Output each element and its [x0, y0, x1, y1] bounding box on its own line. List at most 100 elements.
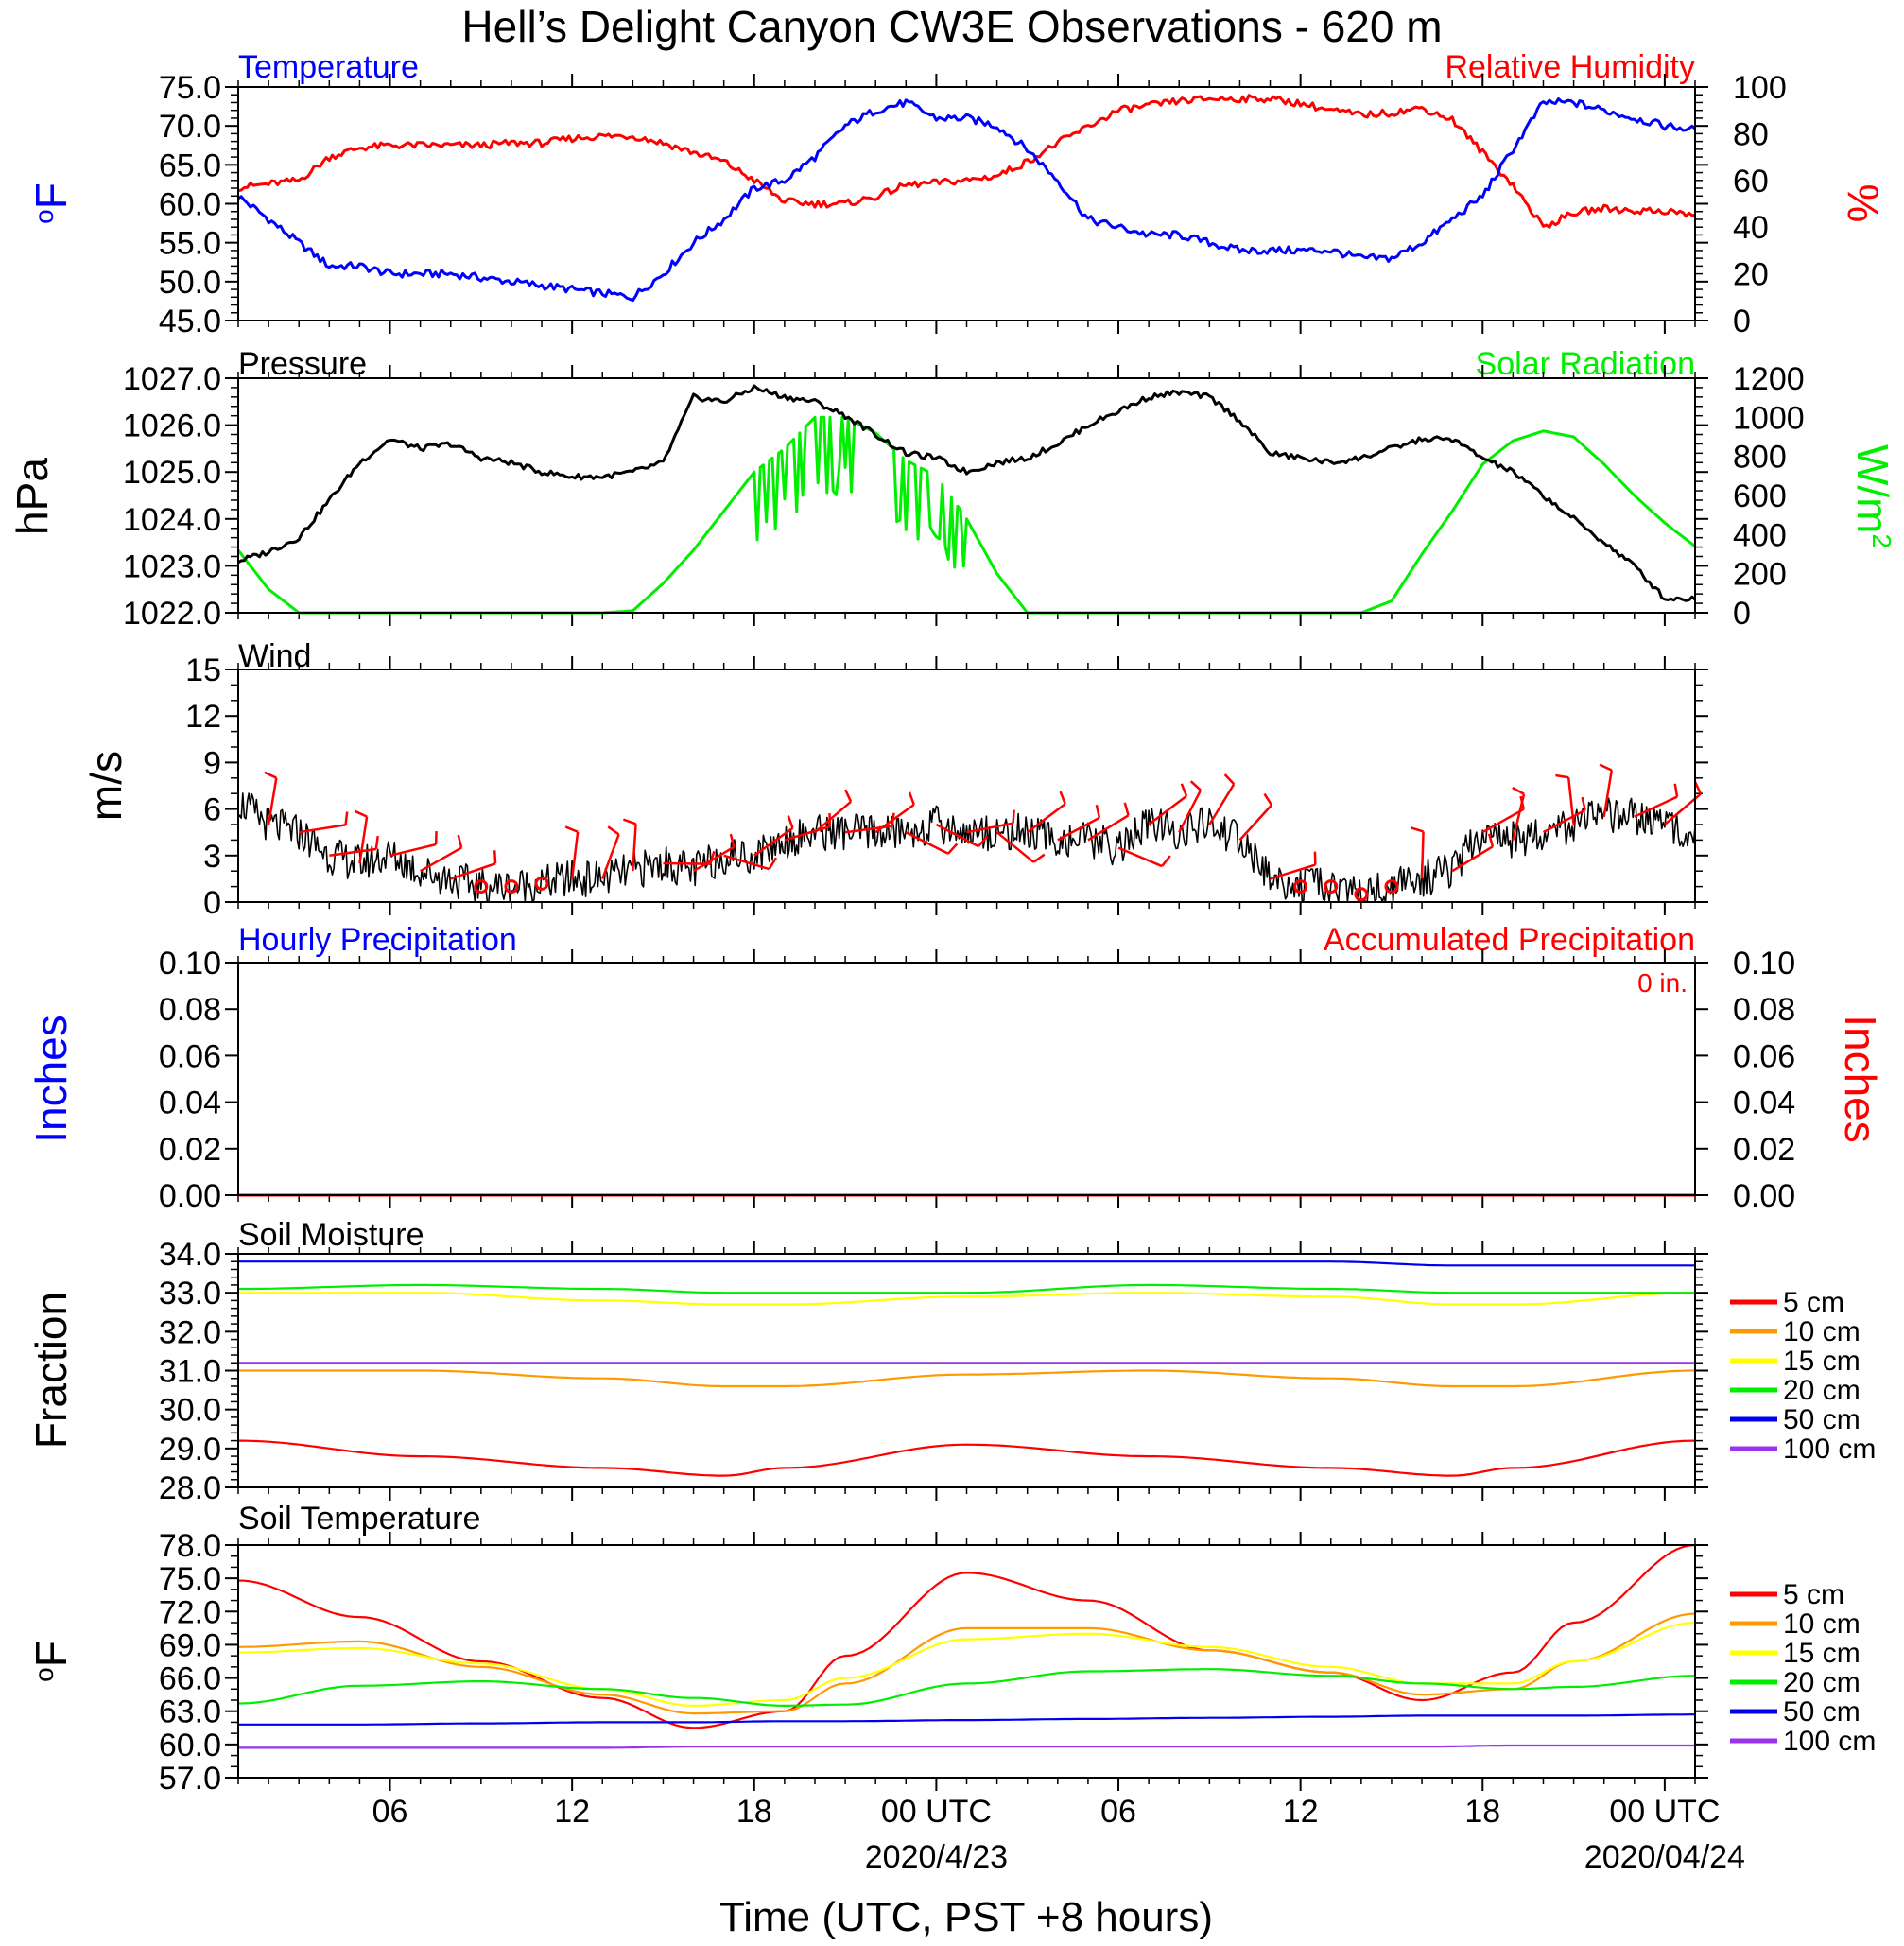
wind-grid — [225, 656, 1708, 915]
wind-barb-flag — [374, 835, 379, 850]
wind-barb-flag — [1693, 781, 1703, 795]
wind-barb-staff — [358, 816, 369, 864]
temp-series — [237, 94, 1697, 303]
humidity-right-ylabel: % — [1839, 184, 1888, 223]
left-tick-label: 69.0 — [159, 1627, 221, 1663]
soil-series-15cm — [238, 1621, 1696, 1708]
left-tick-label: 28.0 — [159, 1470, 221, 1506]
wind-barb-staff — [1451, 845, 1494, 873]
wind-barb-flag — [493, 850, 497, 864]
wind-barb-flag — [946, 843, 959, 855]
x-tick-label: 18 — [736, 1794, 772, 1830]
legend-label: 15 cm — [1783, 1638, 1861, 1669]
legend-label: 100 cm — [1783, 1433, 1876, 1465]
left-tick-label: 12 — [185, 699, 221, 735]
calm-circle — [1384, 879, 1399, 895]
left-tick-label: 6 — [203, 792, 221, 828]
calm-circle — [1324, 879, 1339, 895]
wind-barb-flag — [1059, 791, 1066, 805]
panel-precip: Hourly Precipitation Accumulated Precipi… — [26, 922, 1885, 1214]
solar-ylabel: W/m2 — [1848, 444, 1897, 548]
left-tick-label: 34.0 — [159, 1237, 221, 1273]
left-tick-label: 60.0 — [159, 1728, 221, 1764]
wind-barb-staff — [905, 831, 949, 855]
pressure-left-ticks: 1027.0 1026.0 1025.0 1024.0 1023.0 1022.0 — [123, 361, 221, 632]
soil-series-10cm — [238, 1369, 1695, 1388]
left-tick-label: 45.0 — [159, 304, 221, 339]
left-tick-label: 0.08 — [159, 992, 221, 1028]
calm-circle — [504, 879, 519, 895]
left-tick-label: 1027.0 — [123, 361, 221, 397]
wind-barb-staff — [1566, 777, 1575, 825]
pressure-line — [237, 384, 1697, 602]
calm-circle — [474, 879, 489, 895]
left-tick-label: 0.00 — [159, 1178, 221, 1214]
left-tick-label: 1024.0 — [123, 502, 221, 538]
left-tick-label: 70.0 — [159, 109, 221, 145]
wind-barb-flag — [1223, 773, 1236, 786]
right-tick-label: 800 — [1733, 440, 1787, 476]
right-tick-label: 0.10 — [1733, 946, 1795, 982]
right-tick-label: 80 — [1733, 116, 1769, 152]
left-tick-label: 0.04 — [159, 1086, 221, 1121]
wind-barb-flag — [1095, 804, 1101, 819]
soil-series-50cm — [238, 1260, 1695, 1267]
legend-label: 15 cm — [1783, 1346, 1861, 1377]
right-tick-label: 200 — [1733, 557, 1787, 593]
panel-pressure-solar: Pressure Solar Radiation 1027.01026.0102… — [8, 346, 1897, 632]
wind-frame — [237, 669, 1696, 903]
wind-barb-flag — [622, 818, 637, 825]
wind-barb-flag — [1189, 780, 1202, 791]
wind-barb-flag — [1180, 783, 1188, 797]
wind-barb-staff — [663, 861, 711, 865]
right-tick-label: 0.08 — [1733, 992, 1795, 1028]
wind-barb-flag — [607, 825, 620, 836]
left-tick-label: 32.0 — [159, 1314, 221, 1350]
right-tick-label: 0.04 — [1733, 1086, 1795, 1121]
soil-series-50cm — [238, 1713, 1695, 1726]
x-axis-label: Time (UTC, PST +8 hours) — [719, 1894, 1213, 1940]
wind-barb-staff — [874, 803, 915, 834]
legend-label: 50 cm — [1783, 1404, 1861, 1435]
wind-barb-staff — [1634, 795, 1678, 818]
legend-label: 100 cm — [1783, 1726, 1876, 1757]
legend-label: 5 cm — [1783, 1287, 1844, 1318]
chart-title: Hell’s Delight Canyon CW3E Observations … — [461, 2, 1442, 51]
precip-left-ylabel: Inches — [26, 1015, 76, 1143]
wind-barb-flag — [1673, 783, 1679, 797]
soil-moisture-ylabel: Fraction — [26, 1292, 76, 1449]
soil-temp-ylabel: oF — [26, 1641, 76, 1682]
degree-symbol: o — [29, 1667, 59, 1682]
left-tick-label: 1022.0 — [123, 596, 221, 632]
wind-barb-staff — [1148, 794, 1187, 825]
panel-soil-temp: Soil Temperature 78.075.072.069.066.063.… — [26, 1501, 1876, 1797]
accum-precip-title: Accumulated Precipitation — [1324, 922, 1695, 958]
left-tick-label: 65.0 — [159, 148, 221, 183]
wind-barb-staff — [814, 800, 852, 834]
solar-title: Solar Radiation — [1476, 346, 1695, 382]
legend-label: 5 cm — [1783, 1579, 1844, 1610]
legend-label: 20 cm — [1783, 1375, 1861, 1406]
wind-barb-flag — [1410, 826, 1424, 833]
right-tick-label: 100 — [1733, 70, 1787, 106]
solar-unit: W/m — [1848, 444, 1897, 534]
wind-ylabel: m/s — [81, 751, 130, 821]
legend-label: 10 cm — [1783, 1608, 1861, 1640]
left-tick-label: 0.02 — [159, 1132, 221, 1168]
x-tick-label: 12 — [1283, 1794, 1319, 1830]
wind-barb-flag — [1581, 796, 1586, 811]
x-tick-labels: 06 12 18 00 UTC 2020/4/23 06 12 18 00 UTC 2020/04… — [372, 1794, 1745, 1875]
right-tick-label: 1200 — [1733, 361, 1805, 397]
wind-barb-flag — [908, 791, 915, 806]
soil-moisture-series — [238, 1260, 1696, 1477]
humidity-title: Relative Humidity — [1445, 49, 1695, 85]
soil-temp-unit: F — [26, 1641, 76, 1667]
wind-barb-flag — [354, 809, 368, 818]
wind-barb-flag — [1123, 802, 1130, 816]
wind-barb-staff — [1057, 816, 1100, 842]
wind-barb-flag — [344, 811, 349, 825]
wind-barb-flag — [1032, 853, 1046, 863]
wind-barb-staff — [723, 854, 770, 871]
